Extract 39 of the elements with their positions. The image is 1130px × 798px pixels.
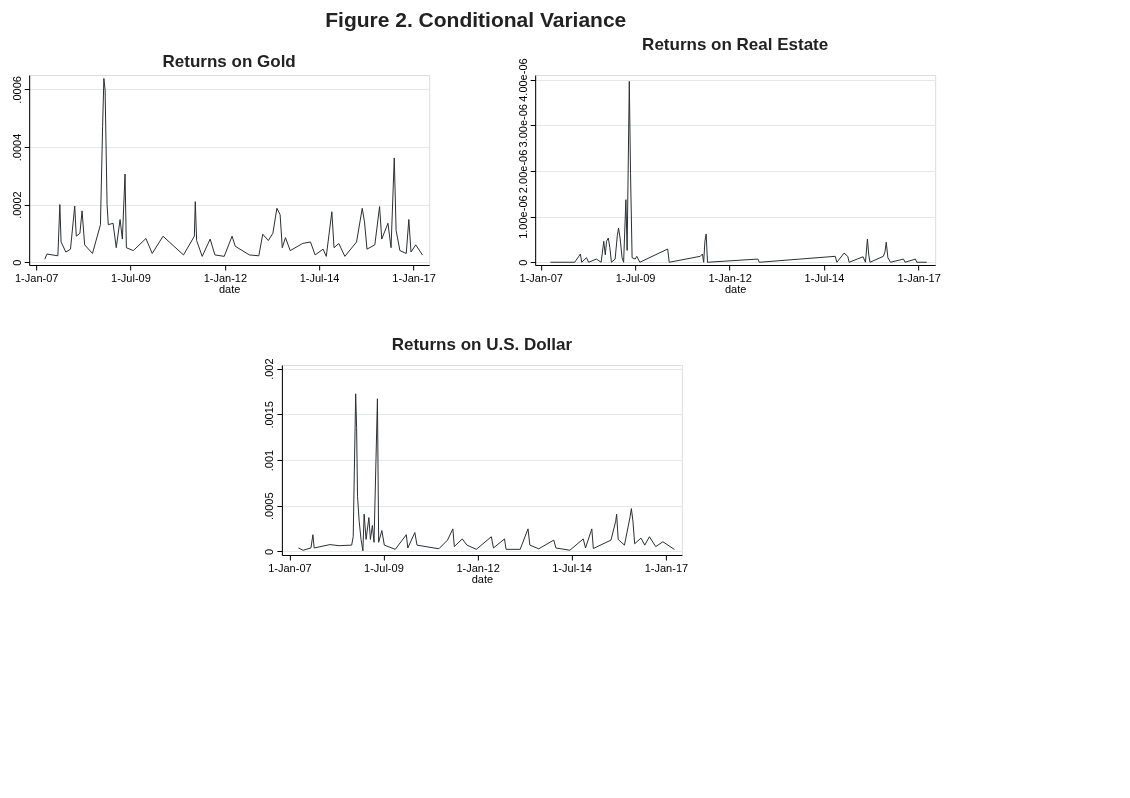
chart-title: Returns on Real Estate — [642, 34, 829, 54]
x-tick-label: 1-Jan-07 — [519, 271, 563, 284]
y-tick-label: .0005 — [263, 492, 276, 520]
y-tick-label: .0002 — [10, 191, 23, 219]
x-tick-label: 1-Jan-17 — [644, 561, 689, 574]
x-tick-label: 1-Jan-12 — [203, 271, 248, 284]
caption: Figure 2. Conditional Variance — [325, 8, 627, 32]
x-tick-label: 1-Jan-07 — [268, 561, 312, 574]
line-series — [297, 393, 675, 552]
line-series — [44, 77, 423, 260]
x-tick-label: 1-Jul-09 — [111, 271, 151, 284]
chart-title: Returns on U.S. Dollar — [391, 334, 573, 354]
line-series — [549, 80, 928, 263]
y-tick-label: 3.00e-06 — [516, 104, 529, 148]
x-tick-label: 1-Jan-17 — [897, 271, 941, 284]
x-tick-label: 1-Jul-14 — [299, 271, 340, 284]
y-tick-label: .0015 — [263, 401, 276, 429]
x-tick-label: 1-Jan-12 — [708, 271, 752, 284]
x-tick-label: 1-Jul-09 — [364, 561, 404, 574]
chart-title: Returns on Gold — [162, 52, 296, 71]
y-tick-label: .001 — [263, 449, 276, 472]
x-tick-label: 1-Jul-14 — [804, 271, 845, 284]
y-tick-label: 0 — [10, 259, 23, 266]
x-axis-title: date — [218, 282, 241, 295]
y-tick-label: 4.00e-06 — [516, 58, 529, 102]
x-tick-label: 1-Jan-12 — [456, 561, 500, 574]
x-tick-label: 1-Jul-09 — [615, 271, 656, 284]
x-tick-label: 1-Jan-17 — [392, 271, 436, 284]
x-axis-title: date — [724, 282, 747, 295]
y-tick-label: 0 — [516, 259, 529, 266]
y-tick-label: .002 — [263, 358, 276, 380]
y-tick-label: 2.00e-06 — [516, 149, 529, 194]
x-tick-label: 1-Jan-07 — [14, 271, 59, 284]
y-tick-label: 1.00e-06 — [516, 195, 529, 239]
x-tick-label: 1-Jul-14 — [552, 561, 592, 574]
y-tick-label: .0004 — [10, 133, 23, 162]
y-tick-label: .0006 — [10, 76, 23, 104]
y-tick-label: 0 — [263, 548, 276, 555]
x-axis-title: date — [471, 572, 494, 585]
